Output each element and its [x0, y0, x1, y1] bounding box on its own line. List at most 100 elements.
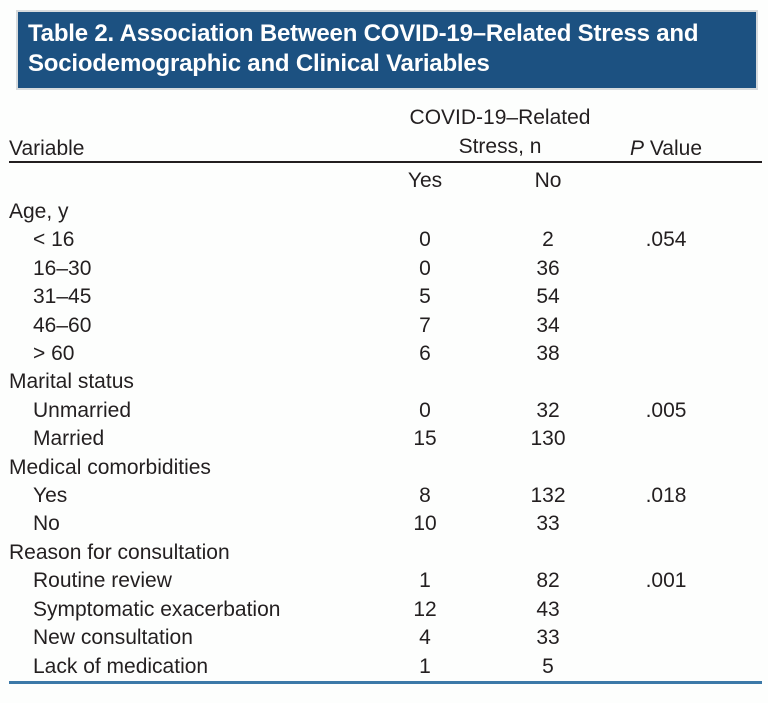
table-title-bar: Table 2. Association Between COVID-19–Re… — [16, 10, 758, 90]
cell-yes: 6 — [419, 342, 431, 366]
cell-no: 38 — [536, 342, 560, 366]
cell-filler — [709, 283, 762, 311]
table-row: No 10 33 — [9, 510, 762, 538]
table-row: Marital status — [9, 368, 762, 396]
cell-yes: 8 — [419, 484, 431, 508]
cell-no: 130 — [530, 427, 566, 451]
table-row: New consultation 4 33 — [9, 624, 762, 652]
row-label: Age, y — [9, 200, 69, 223]
cell-pvalue: .005 — [645, 398, 687, 422]
cell-yes: 1 — [419, 569, 431, 593]
cell-yes: 0 — [419, 398, 431, 422]
cell-no: 5 — [542, 654, 554, 678]
column-header-stress: COVID-19–Related Stress, n — [377, 101, 624, 163]
row-label: < 16 — [33, 228, 75, 252]
row-label: 46–60 — [33, 313, 92, 337]
cell-no: 33 — [536, 626, 560, 650]
row-label: Unmarried — [33, 398, 132, 422]
table-title-line2: Sociodemographic and Clinical Variables — [28, 50, 490, 77]
cell-pvalue — [623, 510, 709, 538]
cell-yes — [377, 198, 473, 226]
cell-no: 34 — [536, 313, 560, 337]
cell-yes — [377, 454, 473, 482]
cell-filler — [709, 226, 762, 254]
association-table: Variable COVID-19–Related Stress, n P Va… — [9, 101, 763, 684]
cell-pvalue — [623, 198, 709, 226]
table-row: Medical comorbidities — [9, 454, 762, 482]
cell-yes: 12 — [413, 597, 437, 621]
cell-no: 82 — [536, 569, 560, 593]
cell-yes: 0 — [419, 228, 431, 252]
row-label: Routine review — [33, 569, 172, 593]
row-label: Symptomatic exacerbation — [33, 597, 281, 621]
cell-no: 54 — [536, 285, 560, 309]
cell-yes: 7 — [419, 313, 431, 337]
cell-pvalue — [623, 283, 709, 311]
table-row: Age, y — [9, 198, 762, 226]
stress-header-line2: Stress, n — [458, 135, 542, 158]
column-header-variable: Variable — [9, 101, 377, 163]
table-row: 16–30 0 36 — [9, 255, 762, 283]
row-label: Medical comorbidities — [9, 455, 211, 479]
cell-no: 2 — [542, 228, 554, 252]
cell-filler — [709, 340, 762, 368]
cell-no — [473, 198, 623, 226]
row-label: Lack of medication — [33, 654, 209, 678]
cell-filler — [709, 454, 762, 482]
cell-pvalue — [623, 255, 709, 283]
cell-yes: 5 — [419, 285, 431, 309]
row-label: Reason for consultation — [9, 540, 230, 564]
cell-yes: 0 — [419, 256, 431, 280]
table-row: Symptomatic exacerbation 12 43 — [9, 596, 762, 624]
cell-yes — [377, 539, 473, 567]
row-label: Married — [33, 427, 105, 451]
row-label: No — [33, 512, 60, 536]
cell-no: 132 — [530, 484, 566, 508]
cell-pvalue — [623, 596, 709, 624]
table-row: Lack of medication 1 5 — [9, 653, 762, 683]
table-row: Reason for consultation — [9, 539, 762, 567]
cell-pvalue — [623, 425, 709, 453]
table-row: Unmarried 0 32 .005 — [9, 397, 762, 425]
stress-header-line1: COVID-19–Related — [409, 106, 591, 129]
column-header-pvalue: P Value — [623, 101, 710, 163]
cell-no: 33 — [536, 512, 560, 536]
cell-pvalue — [623, 624, 709, 652]
cell-no — [473, 539, 623, 567]
table-body: Age, y < 16 0 2 .054 16–30 0 36 31–45 5 … — [9, 198, 762, 682]
cell-filler — [709, 255, 762, 283]
table-row: < 16 0 2 .054 — [9, 226, 762, 254]
header-filler — [709, 101, 763, 163]
subheader-yes: Yes — [407, 168, 443, 192]
row-label: 16–30 — [33, 256, 92, 280]
pvalue-header-rest: Value — [644, 137, 703, 160]
cell-filler — [709, 198, 762, 226]
table-header-row: Variable COVID-19–Related Stress, n P Va… — [9, 101, 763, 163]
row-label: 31–45 — [33, 285, 92, 309]
cell-pvalue: .001 — [645, 569, 687, 593]
cell-filler — [709, 539, 762, 567]
cell-no: 36 — [536, 256, 560, 280]
table-subheader-row: Yes No — [9, 162, 762, 198]
cell-filler — [709, 624, 762, 652]
table-row: Married 15 130 — [9, 425, 762, 453]
cell-filler — [709, 397, 762, 425]
cell-yes: 4 — [419, 626, 431, 650]
subheader-empty-pvalue — [623, 162, 709, 198]
cell-filler — [709, 312, 762, 340]
table-title-line1: Table 2. Association Between COVID-19–Re… — [28, 20, 699, 47]
subheader-empty-variable — [9, 162, 377, 198]
cell-pvalue — [623, 653, 709, 683]
cell-filler — [709, 596, 762, 624]
cell-no — [473, 454, 623, 482]
cell-no: 43 — [536, 597, 560, 621]
subheader-no: No — [534, 168, 562, 192]
cell-pvalue: .054 — [645, 228, 687, 252]
cell-pvalue — [623, 454, 709, 482]
table-row: Yes 8 132 .018 — [9, 482, 762, 510]
cell-filler — [709, 510, 762, 538]
row-label: Marital status — [9, 370, 134, 394]
row-label: > 60 — [33, 342, 75, 366]
cell-no: 32 — [536, 398, 560, 422]
